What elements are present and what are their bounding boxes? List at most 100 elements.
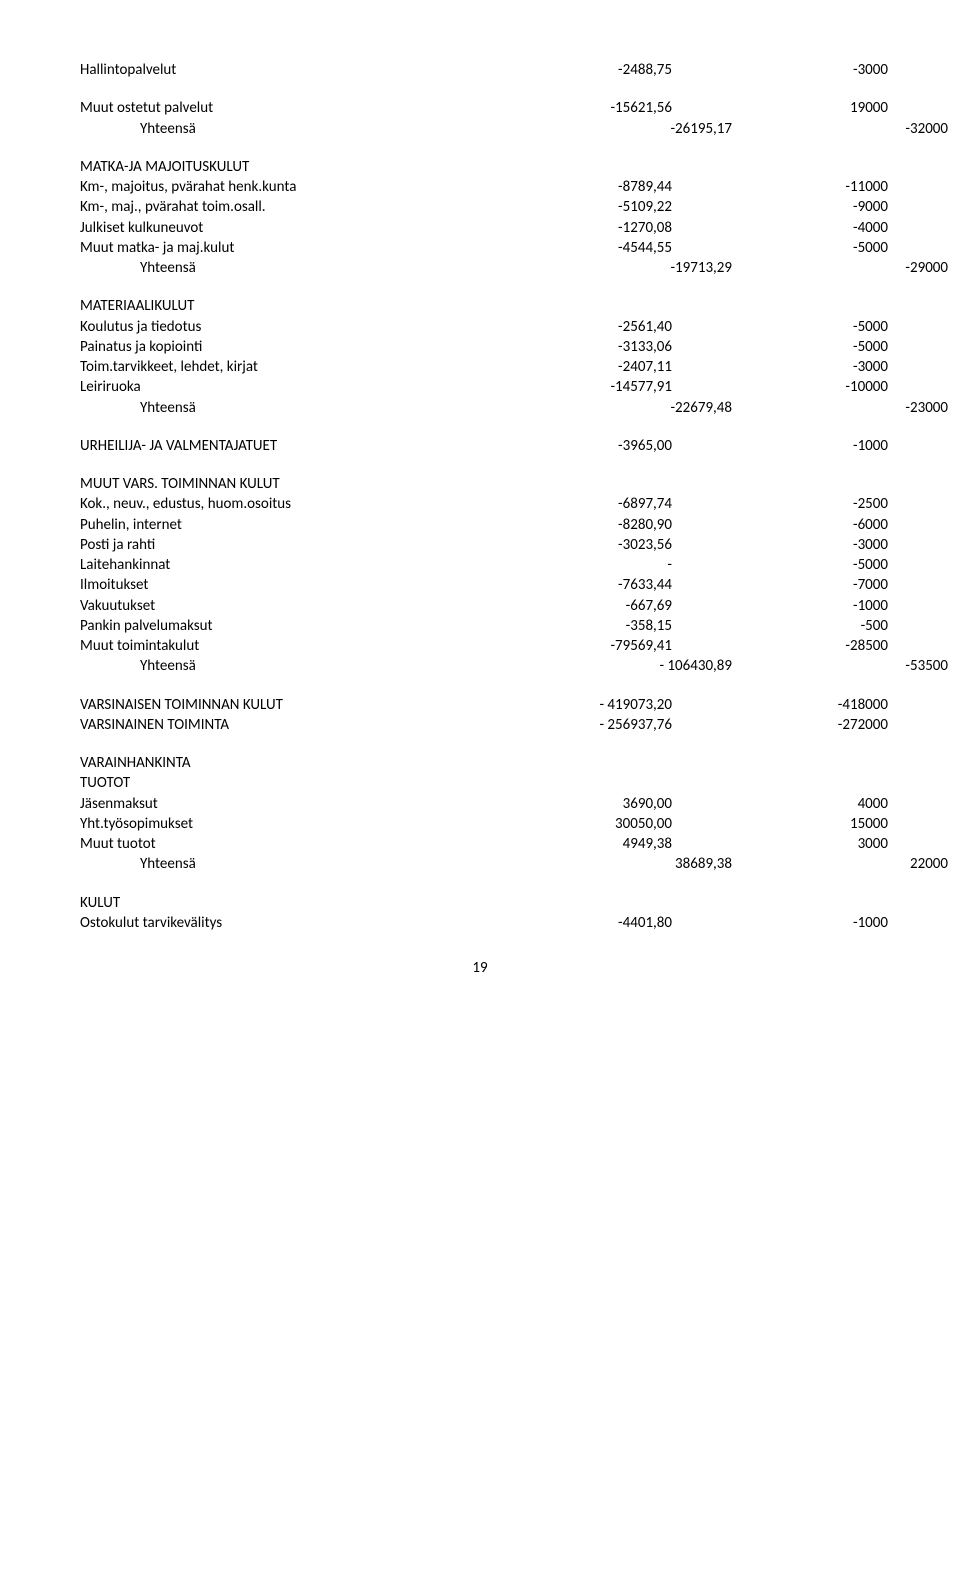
table-row: Leiriruoka-14577,91-10000	[80, 377, 880, 397]
table-row: Laitehankinnat--5000	[80, 555, 880, 575]
row-value-2: -28500	[680, 636, 888, 656]
row-label: Toim.tarvikkeet, lehdet, kirjat	[80, 357, 432, 377]
row-value-2	[680, 773, 888, 793]
row-label: Yht.työsopimukset	[80, 814, 432, 834]
table-row: MATERIAALIKULUT	[80, 296, 880, 316]
row-label: Puhelin, internet	[80, 515, 432, 535]
row-value-2: -23000	[740, 398, 948, 418]
row-value-2: -11000	[680, 177, 888, 197]
row-value-2: -6000	[680, 515, 888, 535]
table-row: Toim.tarvikkeet, lehdet, kirjat-2407,11-…	[80, 357, 880, 377]
row-value-2	[680, 474, 888, 494]
budget-table: Hallintopalvelut-2488,75-3000Muut ostetu…	[80, 60, 880, 933]
table-row: Muut ostetut palvelut-15621,5619000	[80, 98, 880, 118]
row-value-1: - 419073,20	[432, 695, 680, 715]
table-row: Posti ja rahti-3023,56-3000	[80, 535, 880, 555]
row-value-2: -9000	[680, 197, 888, 217]
row-value-2: -5000	[680, 238, 888, 258]
row-label: MUUT VARS. TOIMINNAN KULUT	[80, 474, 432, 494]
row-label: Leiriruoka	[80, 377, 432, 397]
row-value-1: -22679,48	[492, 398, 740, 418]
table-row: Km-, maj., pvärahat toim.osall.-5109,22-…	[80, 197, 880, 217]
row-label: Km-, maj., pvärahat toim.osall.	[80, 197, 432, 217]
row-value-1	[432, 296, 680, 316]
row-label: Muut tuotot	[80, 834, 432, 854]
row-label: VARAINHANKINTA	[80, 753, 432, 773]
table-row: Ostokulut tarvikevälitys-4401,80-1000	[80, 913, 880, 933]
row-value-2: -1000	[680, 596, 888, 616]
table-row: KULUT	[80, 893, 880, 913]
row-label: Laitehankinnat	[80, 555, 432, 575]
row-value-1: -358,15	[432, 616, 680, 636]
row-value-2: 22000	[740, 854, 948, 874]
row-value-2: -3000	[680, 357, 888, 377]
row-value-1: -	[432, 555, 680, 575]
row-value-2: 4000	[680, 794, 888, 814]
table-row: Pankin palvelumaksut-358,15-500	[80, 616, 880, 636]
row-value-1: - 106430,89	[492, 656, 740, 676]
row-value-1: -4401,80	[432, 913, 680, 933]
row-value-1: 38689,38	[492, 854, 740, 874]
row-value-1: -1270,08	[432, 218, 680, 238]
table-row: Yhteensä- 106430,89-53500	[80, 656, 880, 676]
row-label: KULUT	[80, 893, 432, 913]
row-value-1	[432, 893, 680, 913]
row-value-2	[680, 296, 888, 316]
table-row: Painatus ja kopiointi-3133,06-5000	[80, 337, 880, 357]
row-label: Pankin palvelumaksut	[80, 616, 432, 636]
table-row: Yhteensä-26195,17-32000	[80, 119, 880, 139]
row-label: Hallintopalvelut	[80, 60, 432, 80]
row-value-2: -3000	[680, 60, 888, 80]
row-label: Koulutus ja tiedotus	[80, 317, 432, 337]
table-row: Jäsenmaksut3690,004000	[80, 794, 880, 814]
row-value-1: -3965,00	[432, 436, 680, 456]
row-label: Muut toimintakulut	[80, 636, 432, 656]
row-value-2: -10000	[680, 377, 888, 397]
row-value-1: -3133,06	[432, 337, 680, 357]
row-value-1: 30050,00	[432, 814, 680, 834]
row-value-1: -14577,91	[432, 377, 680, 397]
row-label: Muut ostetut palvelut	[80, 98, 432, 118]
row-label: TUOTOT	[80, 773, 432, 793]
table-row: TUOTOT	[80, 773, 880, 793]
row-value-1: -7633,44	[432, 575, 680, 595]
row-value-1	[432, 157, 680, 177]
row-label: Ilmoitukset	[80, 575, 432, 595]
row-label: MATKA-JA MAJOITUSKULUT	[80, 157, 432, 177]
row-value-2: 15000	[680, 814, 888, 834]
table-row: Vakuutukset-667,69-1000	[80, 596, 880, 616]
row-label: Yhteensä	[80, 258, 492, 278]
table-row: Kok., neuv., edustus, huom.osoitus-6897,…	[80, 494, 880, 514]
table-row: Puhelin, internet-8280,90-6000	[80, 515, 880, 535]
row-value-1: -2488,75	[432, 60, 680, 80]
row-value-1: -2407,11	[432, 357, 680, 377]
row-label: Posti ja rahti	[80, 535, 432, 555]
table-row: VARSINAINEN TOIMINTA- 256937,76-272000	[80, 715, 880, 735]
row-label: VARSINAISEN TOIMINNAN KULUT	[80, 695, 432, 715]
row-value-2: -272000	[680, 715, 888, 735]
table-row: MUUT VARS. TOIMINNAN KULUT	[80, 474, 880, 494]
row-value-1: -3023,56	[432, 535, 680, 555]
row-value-1: -2561,40	[432, 317, 680, 337]
row-value-2: 3000	[680, 834, 888, 854]
row-label: Painatus ja kopiointi	[80, 337, 432, 357]
table-row: Yhteensä38689,3822000	[80, 854, 880, 874]
table-row: Yhteensä-22679,48-23000	[80, 398, 880, 418]
row-value-1: -667,69	[432, 596, 680, 616]
page-number: 19	[80, 959, 880, 977]
row-label: Yhteensä	[80, 119, 492, 139]
row-label: Kok., neuv., edustus, huom.osoitus	[80, 494, 432, 514]
table-row: Ilmoitukset-7633,44-7000	[80, 575, 880, 595]
table-row: URHEILIJA- JA VALMENTAJATUET-3965,00-100…	[80, 436, 880, 456]
table-row: Muut toimintakulut-79569,41-28500	[80, 636, 880, 656]
table-row: MATKA-JA MAJOITUSKULUT	[80, 157, 880, 177]
row-label: MATERIAALIKULUT	[80, 296, 432, 316]
row-label: Muut matka- ja maj.kulut	[80, 238, 432, 258]
row-value-2: -7000	[680, 575, 888, 595]
table-row: Julkiset kulkuneuvot-1270,08-4000	[80, 218, 880, 238]
row-value-2: -5000	[680, 337, 888, 357]
row-value-1	[432, 474, 680, 494]
table-row: Muut matka- ja maj.kulut-4544,55-5000	[80, 238, 880, 258]
row-value-1: -4544,55	[432, 238, 680, 258]
row-value-2: -29000	[740, 258, 948, 278]
